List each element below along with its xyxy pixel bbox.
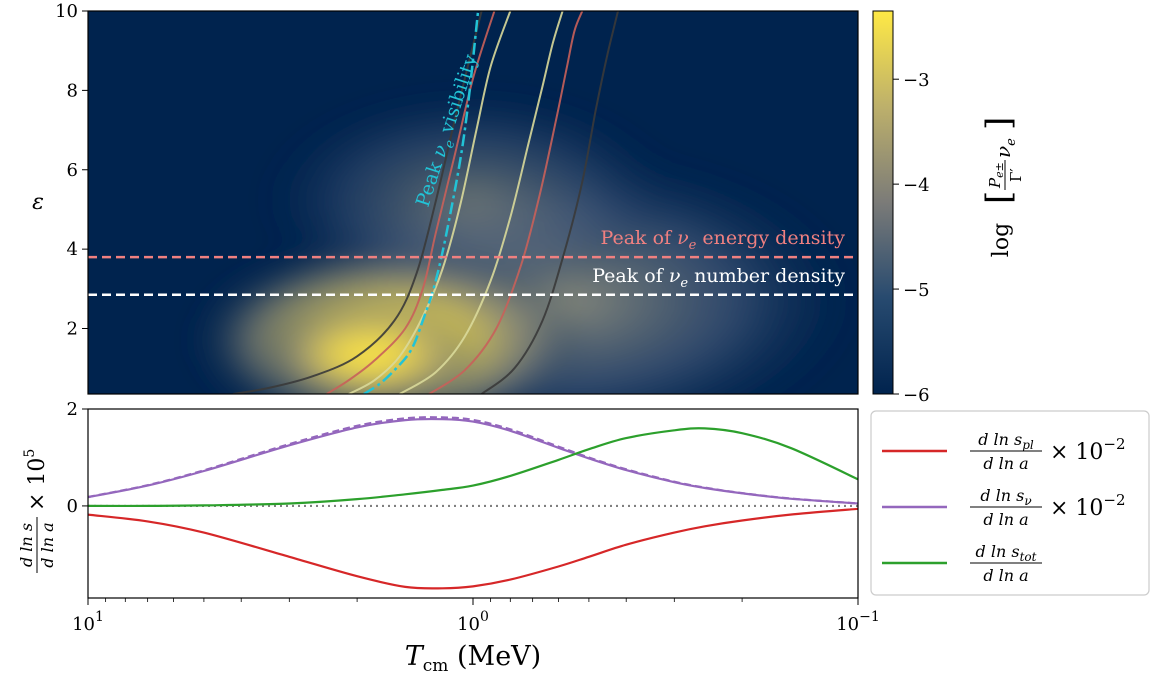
heatmap-field (88, 11, 858, 394)
heatmap-y-label: ε (32, 190, 44, 215)
series-nu-dashed (88, 416, 858, 505)
legend-den-pl: d ln a (983, 454, 1028, 473)
svg-text:νe: νe (991, 138, 1019, 158)
svg-text:d ln a: d ln a (38, 522, 57, 567)
heatmap-y-tick-label-3: 8 (67, 80, 78, 101)
series-pl (88, 507, 858, 590)
contour-5 (480, 11, 619, 394)
line-panel-background (88, 409, 858, 598)
legend-factor-nu: × 10−2 (1050, 491, 1126, 521)
legend-entry-pl: d ln spl d ln a × 10−2 (882, 430, 1126, 473)
heatmap-y-tick-label-1: 4 (67, 239, 78, 260)
series-tot (88, 427, 858, 508)
heatmap-panel: Peak of νe energy density Peak of νe num… (32, 1, 859, 395)
svg-text:d ln s: d ln s (17, 523, 36, 567)
visibility-curve (363, 11, 480, 394)
heatmap-y-tick-label-0: 2 (67, 319, 78, 340)
energy-density-label: Peak of νe energy density (601, 227, 846, 253)
contour-4 (428, 11, 584, 394)
legend-entry-tot: d ln stot d ln a (882, 542, 1042, 585)
contour-0 (232, 11, 483, 394)
legend-num-tot: d ln stot (976, 542, 1037, 564)
colorbar-label: log [ Pe± Γ′ νe ] (979, 117, 1025, 257)
line-y-tick-label-0: 0 (67, 496, 78, 517)
svg-text:log: log (989, 223, 1014, 257)
svg-text:× 105: × 105 (22, 449, 50, 511)
line-x-tick-label-0: 101 (72, 609, 104, 635)
contour-3 (399, 11, 564, 394)
legend-entry-nu: d ln sν d ln a × 10−2 (882, 486, 1126, 529)
svg-text:Γ′: Γ′ (1007, 168, 1025, 182)
line-x-ticks: 101 100 10−1 (72, 598, 880, 635)
colorbar-gradient (872, 10, 894, 395)
colorbar-tick-label-1: −5 (903, 280, 930, 301)
colorbar-tick-label-2: −4 (903, 175, 930, 196)
legend-den-tot: d ln a (983, 566, 1028, 585)
svg-text:[: [ (979, 191, 1019, 204)
colorbar: −6 −5 −4 −3 log [ Pe± Γ′ νe ] (872, 10, 1025, 406)
legend-den-nu: d ln a (983, 510, 1028, 529)
line-y-label: d ln s d ln a × 105 (17, 449, 57, 573)
number-density-label: Peak of νe number density (592, 265, 845, 291)
colorbar-ticks: −6 −5 −4 −3 (893, 70, 930, 406)
svg-text:Pe±: Pe± (986, 162, 1006, 189)
heatmap-y-tick-label-2: 6 (67, 160, 78, 181)
line-y-ticks: 02 (67, 399, 88, 517)
series-lines (88, 416, 858, 590)
colorbar-tick-label-3: −3 (903, 70, 930, 91)
line-x-label: Tcm (MeV) (405, 641, 541, 676)
line-x-tick-label-1: 100 (457, 609, 489, 635)
contour-lines (232, 11, 619, 394)
heatmap-y-tick-label-4: 10 (55, 1, 78, 22)
legend-num-nu: d ln sν (980, 486, 1031, 508)
contour-2 (348, 11, 512, 394)
legend-num-pl: d ln spl (978, 430, 1034, 452)
line-y-tick-label-1: 2 (67, 399, 78, 420)
legend-factor-pl: × 10−2 (1050, 435, 1126, 465)
line-panel: 02 101 100 10−1 d ln s d ln a × 105 Tcm (M… (17, 399, 880, 676)
svg-text:]: ] (979, 117, 1019, 130)
colorbar-tick-label-0: −6 (903, 385, 930, 406)
series-nu (88, 417, 858, 505)
heatmap-y-ticks: 2 4 6 8 10 (55, 1, 88, 340)
heatmap-frame (87, 10, 859, 395)
legend-box (870, 410, 1150, 596)
line-x-tick-label-2: 10−1 (836, 609, 880, 635)
